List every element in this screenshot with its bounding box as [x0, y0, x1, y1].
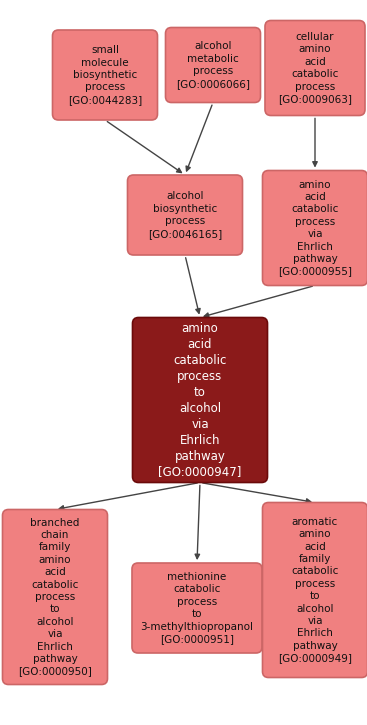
FancyBboxPatch shape	[166, 28, 261, 102]
FancyBboxPatch shape	[127, 175, 243, 255]
FancyBboxPatch shape	[262, 170, 367, 286]
Text: amino
acid
catabolic
process
to
alcohol
via
Ehrlich
pathway
[GO:0000947]: amino acid catabolic process to alcohol …	[158, 321, 242, 478]
Text: small
molecule
biosynthetic
process
[GO:0044283]: small molecule biosynthetic process [GO:…	[68, 45, 142, 105]
Text: alcohol
metabolic
process
[GO:0006066]: alcohol metabolic process [GO:0006066]	[176, 41, 250, 88]
FancyBboxPatch shape	[52, 30, 157, 120]
FancyBboxPatch shape	[132, 318, 268, 483]
Text: alcohol
biosynthetic
process
[GO:0046165]: alcohol biosynthetic process [GO:0046165…	[148, 191, 222, 239]
FancyBboxPatch shape	[132, 563, 262, 653]
Text: branched
chain
family
amino
acid
catabolic
process
to
alcohol
via
Ehrlich
pathwa: branched chain family amino acid catabol…	[18, 518, 92, 676]
Text: cellular
amino
acid
catabolic
process
[GO:0009063]: cellular amino acid catabolic process [G…	[278, 32, 352, 104]
FancyBboxPatch shape	[262, 502, 367, 677]
FancyBboxPatch shape	[3, 510, 108, 684]
Text: amino
acid
catabolic
process
via
Ehrlich
pathway
[GO:0000955]: amino acid catabolic process via Ehrlich…	[278, 180, 352, 276]
FancyBboxPatch shape	[265, 20, 365, 115]
Text: methionine
catabolic
process
to
3-methylthiopropanol
[GO:0000951]: methionine catabolic process to 3-methyl…	[141, 572, 254, 644]
Text: aromatic
amino
acid
family
catabolic
process
to
alcohol
via
Ehrlich
pathway
[GO:: aromatic amino acid family catabolic pro…	[278, 517, 352, 663]
